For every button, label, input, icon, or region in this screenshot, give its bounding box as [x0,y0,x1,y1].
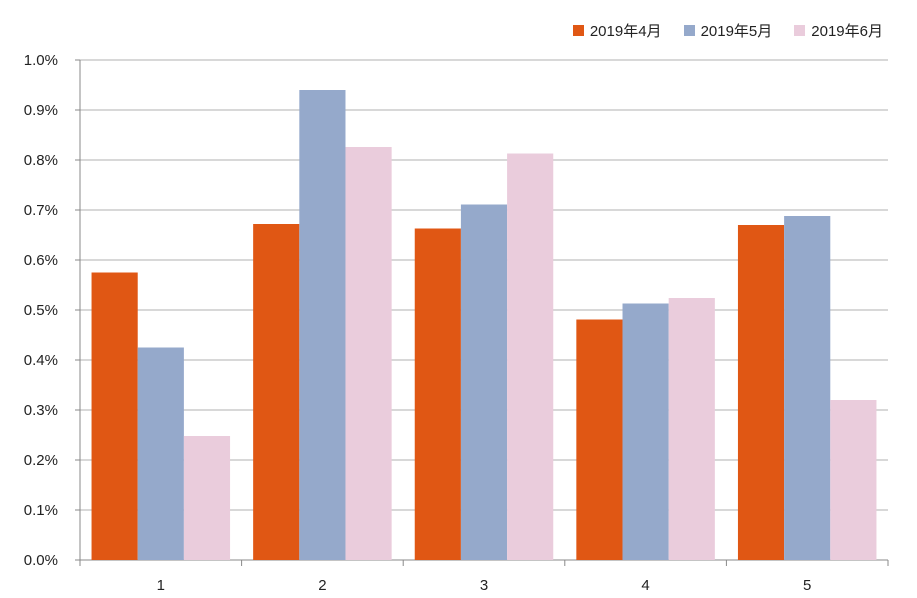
x-tick-label: 1 [157,577,165,594]
legend-item-series-3: 2019年6月 [794,20,883,41]
y-tick-label: 0.8% [24,152,58,169]
y-tick-label: 0.9% [24,102,58,119]
bar [137,347,184,560]
legend-item-series-2: 2019年5月 [683,20,773,41]
chart-legend: 2019年4月 2019年5月 2019年6月 [572,20,883,41]
legend-item-series-1: 2019年4月 [572,20,662,41]
bar [299,90,346,560]
legend-label-series-3: 2019年6月 [811,23,883,40]
bar [253,224,300,560]
bar [183,436,231,560]
legend-swatch-series-1 [572,25,584,36]
bar [345,147,392,560]
y-tick-label: 0.6% [24,252,58,269]
legend-swatch-series-3 [794,25,806,36]
bar [784,216,831,560]
bar [622,303,669,560]
y-tick-label: 0.5% [24,302,58,319]
bar [91,272,138,560]
bar [737,225,785,560]
legend-label-series-1: 2019年4月 [589,23,662,40]
y-tick-label: 1.0% [24,52,58,69]
bar [507,153,554,560]
bar [830,400,877,560]
y-tick-label: 0.2% [24,452,58,469]
y-tick-label: 0.1% [24,502,58,519]
x-tick-label: 3 [480,577,488,594]
legend-swatch-series-2 [683,25,695,36]
y-tick-label: 0.0% [24,552,58,569]
bar [414,228,461,560]
x-tick-label: 5 [803,577,811,594]
bar [576,319,623,560]
bar [460,204,508,560]
legend-label-series-2: 2019年5月 [700,23,773,40]
x-tick-label: 2 [318,577,326,594]
bar [668,298,715,560]
y-tick-label: 0.4% [24,352,58,369]
y-tick-label: 0.7% [24,202,58,219]
x-tick-label: 4 [641,577,649,594]
y-tick-label: 0.3% [24,402,58,419]
